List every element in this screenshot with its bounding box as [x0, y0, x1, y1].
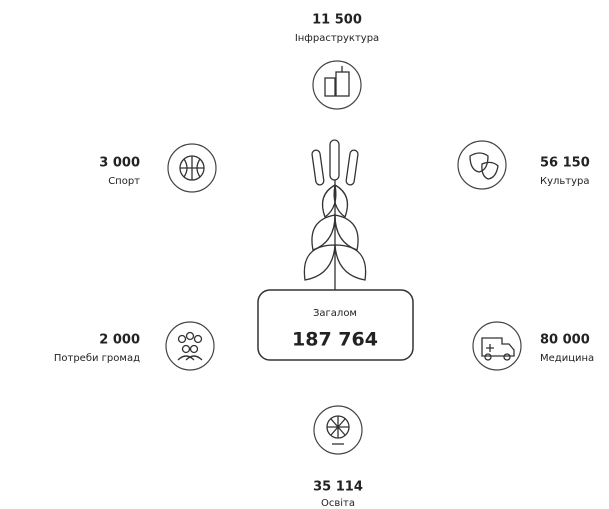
- item-label: Культура: [540, 176, 590, 187]
- item-value: 3 000: [99, 156, 140, 171]
- icon-ring: [472, 321, 522, 371]
- ambulance-icon: [481, 337, 515, 361]
- item-value: 2 000: [99, 333, 140, 348]
- item-label: Освіта: [321, 497, 355, 509]
- item-value: 80 000: [540, 333, 590, 348]
- item-label: Медицина: [540, 353, 594, 364]
- wheat-illustration: [303, 139, 367, 290]
- item-value: 56 150: [540, 156, 590, 171]
- total-value: 187 764: [292, 329, 378, 351]
- people-icon: [177, 331, 203, 361]
- masks-icon: [469, 152, 499, 180]
- buildings-icon: [324, 66, 350, 97]
- total-box: [257, 289, 414, 361]
- globe-icon: [326, 415, 350, 445]
- item-value: 35 114: [313, 480, 363, 495]
- item-value: 11 500: [312, 13, 362, 28]
- icon-ring: [165, 321, 215, 371]
- ball-icon: [179, 155, 205, 181]
- item-label: Потреби громад: [54, 353, 140, 364]
- total-label: Загалом: [313, 308, 357, 319]
- icon-ring: [312, 60, 362, 110]
- item-label: Спорт: [108, 176, 140, 187]
- item-label: Інфраструктура: [295, 33, 379, 44]
